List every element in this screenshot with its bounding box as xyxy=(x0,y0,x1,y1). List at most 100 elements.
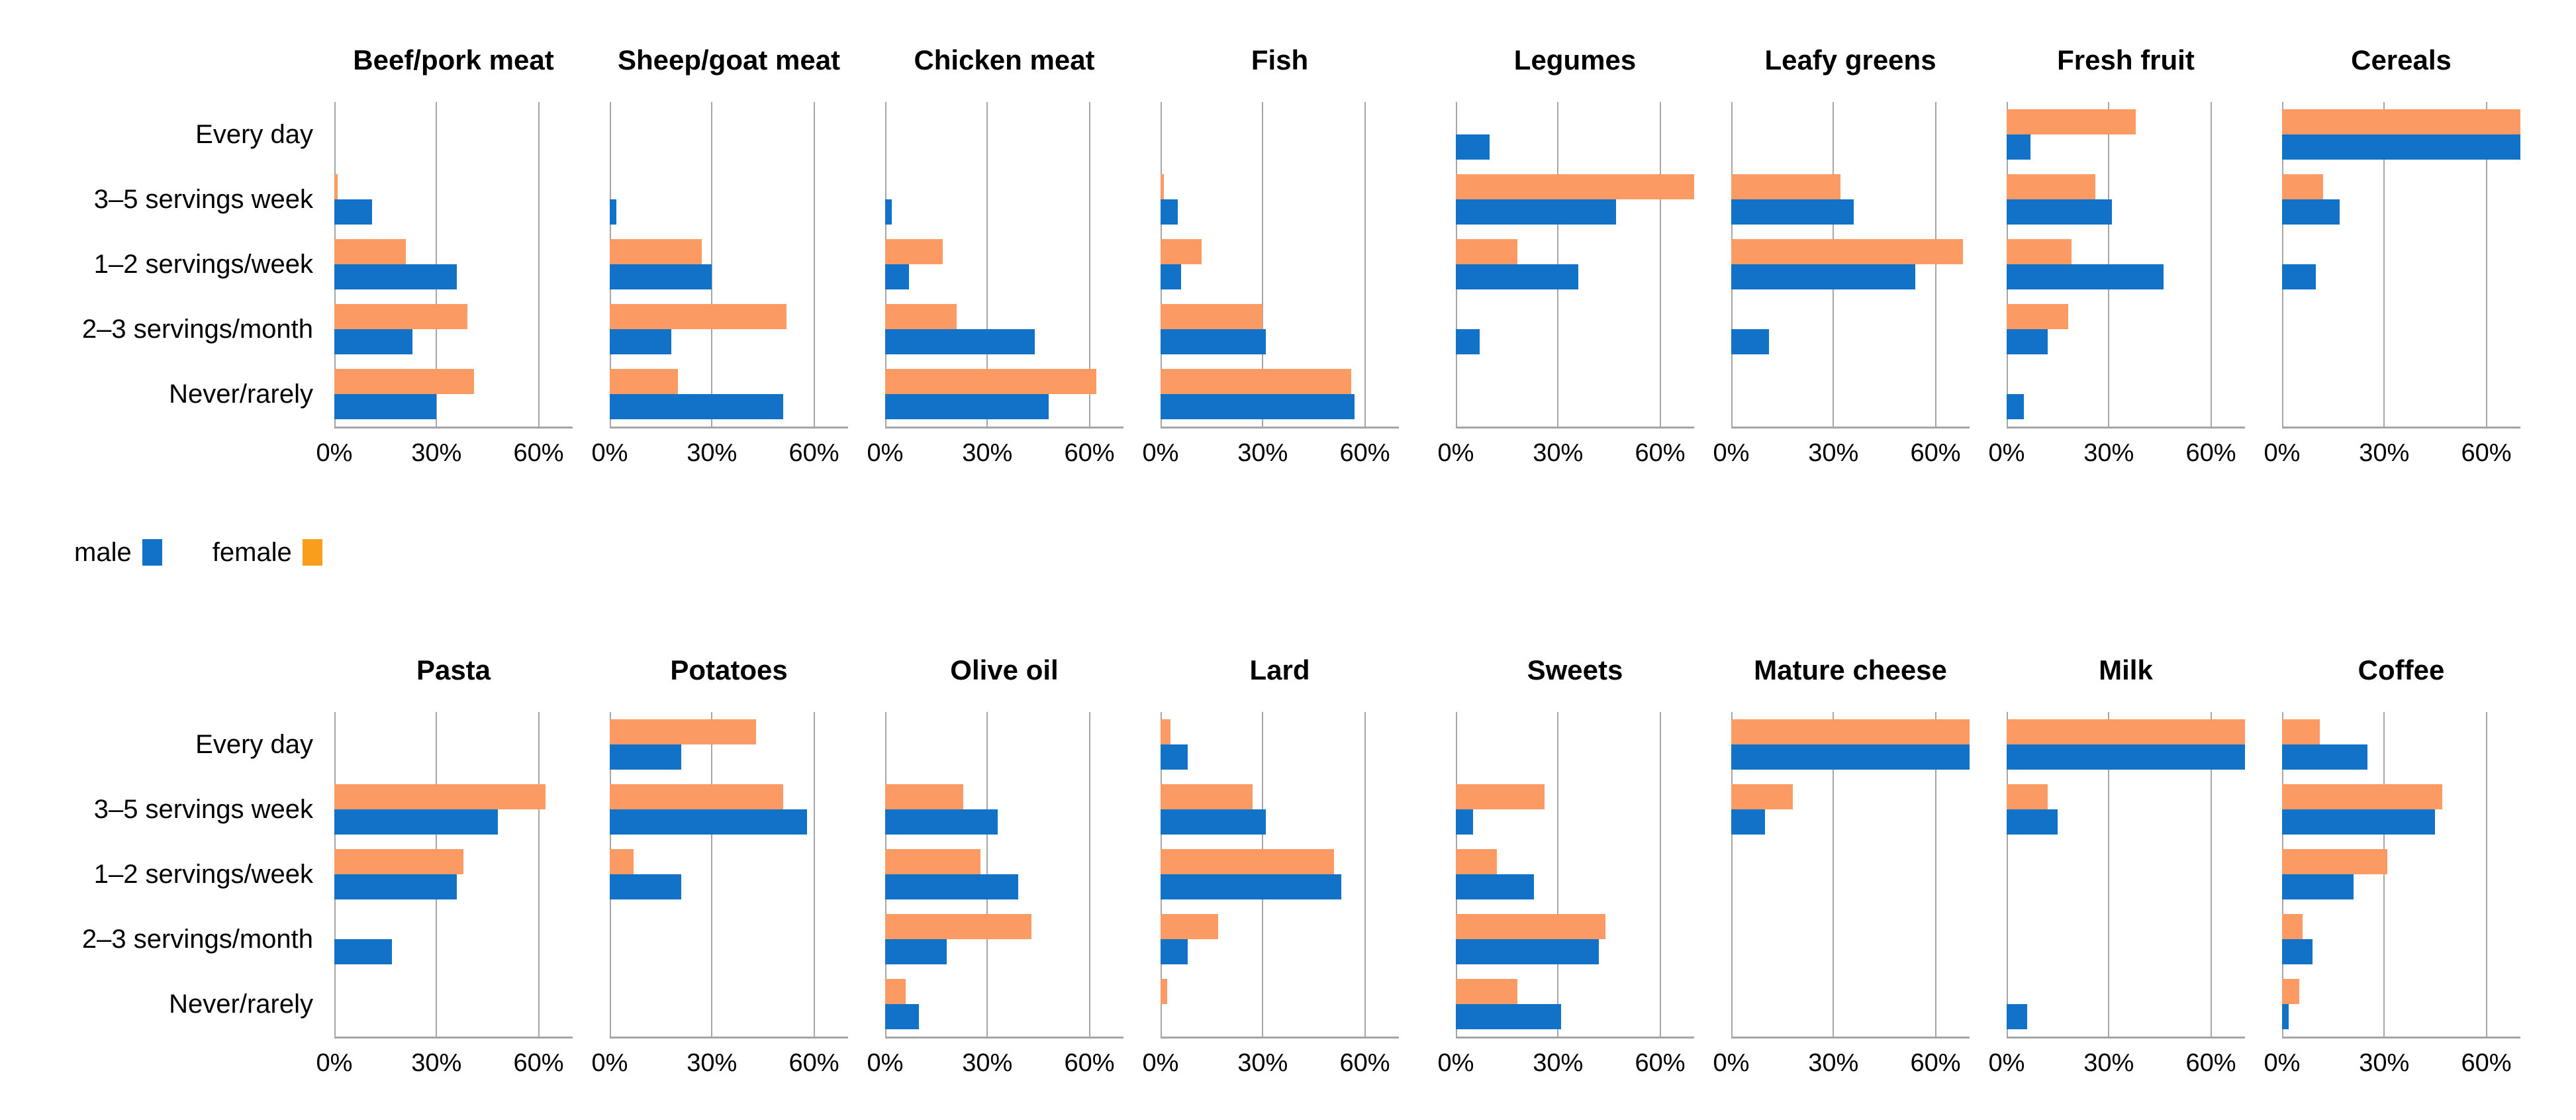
x-axis-ticks: 0% 30% 60% xyxy=(1713,1039,1970,1086)
category-slot xyxy=(2282,102,2520,167)
chart-panel-leafy-greens: Leafy greens 0% 30% 60% xyxy=(1713,19,1970,476)
bar-male xyxy=(1456,874,1535,899)
gridline xyxy=(1088,102,1090,427)
bar-male xyxy=(2282,199,2340,225)
category-label: 2–3 servings/month xyxy=(81,924,313,954)
category-label: 1–2 servings/week xyxy=(93,859,313,889)
category-slot xyxy=(1456,907,1694,972)
bar-male xyxy=(1161,939,1188,964)
gridline xyxy=(813,102,815,427)
bar-male xyxy=(334,199,372,225)
bar-male xyxy=(2007,134,2030,160)
plot-area xyxy=(2007,712,2245,1039)
x-tick-label: 60% xyxy=(788,1049,839,1077)
bar-male xyxy=(885,1004,920,1029)
plot-area xyxy=(610,712,848,1039)
bar-male xyxy=(2282,744,2367,770)
category-slot xyxy=(2282,842,2520,907)
x-tick-label: 60% xyxy=(513,1049,564,1077)
x-tick-label: 60% xyxy=(1064,1049,1115,1077)
bar-female xyxy=(1161,304,1263,329)
gridline xyxy=(2210,102,2212,427)
category-label: Every day xyxy=(195,119,313,149)
category-slot xyxy=(2007,362,2245,427)
category-slot xyxy=(1161,842,1399,907)
legend: male female xyxy=(0,476,2576,629)
bar-male xyxy=(334,874,457,899)
gridline xyxy=(1364,712,1366,1037)
bar-female xyxy=(885,914,1032,939)
x-tick-label: 0% xyxy=(867,439,904,467)
x-tick-label: 0% xyxy=(1713,439,1750,467)
category-slot xyxy=(610,102,848,167)
category-slot xyxy=(885,842,1123,907)
x-tick-label: 30% xyxy=(687,439,738,467)
legend-male-swatch xyxy=(142,539,162,566)
chart-title: Olive oil xyxy=(950,654,1059,686)
bar-male xyxy=(610,394,784,419)
bar-female xyxy=(2282,719,2320,744)
bar-male xyxy=(885,809,998,835)
bar-female xyxy=(1161,979,1168,1004)
bar-female xyxy=(885,239,943,264)
x-tick-label: 30% xyxy=(1808,439,1859,467)
bar-female xyxy=(1161,174,1165,199)
x-tick-label: 0% xyxy=(1988,439,2025,467)
bar-male xyxy=(334,809,498,835)
bar-female xyxy=(1456,849,1497,874)
category-slot xyxy=(2282,232,2520,297)
bar-male xyxy=(1731,199,1854,225)
category-slot xyxy=(334,297,573,362)
bar-female xyxy=(1456,914,1606,939)
category-slot xyxy=(1161,777,1399,842)
gridline xyxy=(1731,712,1733,1037)
x-tick-label: 0% xyxy=(1437,439,1474,467)
plot-area xyxy=(2282,712,2520,1039)
category-slot xyxy=(334,362,573,427)
bar-female xyxy=(610,719,757,744)
bar-male xyxy=(1161,874,1341,899)
bar-male xyxy=(885,329,1035,354)
bar-male xyxy=(2007,744,2245,770)
legend-item-female: female xyxy=(213,538,322,568)
category-slot xyxy=(1161,297,1399,362)
bar-female xyxy=(885,369,1096,394)
x-tick-label: 60% xyxy=(1635,439,1686,467)
category-slot xyxy=(2007,842,2245,907)
category-slot xyxy=(1731,232,1970,297)
bar-male xyxy=(2007,329,2048,354)
bar-male xyxy=(1456,329,1480,354)
category-slot xyxy=(2282,167,2520,232)
x-tick-label: 30% xyxy=(1808,1049,1859,1077)
chart-panel-potatoes: Potatoes 0% 30% 60% xyxy=(592,629,848,1086)
gridline xyxy=(1934,712,1936,1037)
x-tick-label: 30% xyxy=(1237,1049,1288,1077)
x-axis-ticks: 0% 30% 60% xyxy=(867,429,1123,476)
category-slot xyxy=(2282,362,2520,427)
x-tick-label: 30% xyxy=(2083,1049,2134,1077)
chart-panel-fresh-fruit: Fresh fruit 0% 30% 60% xyxy=(1989,19,2245,476)
category-slot xyxy=(1731,907,1970,972)
category-label: Never/rarely xyxy=(169,989,313,1019)
chart-panel-legumes: Legumes 0% 30% 60% xyxy=(1438,19,1694,476)
gridline xyxy=(2007,712,2008,1037)
gridline xyxy=(1262,102,1264,427)
bar-female xyxy=(1731,784,1793,809)
x-tick-label: 60% xyxy=(2185,1049,2236,1077)
category-slot xyxy=(610,777,848,842)
gridline xyxy=(2383,712,2385,1037)
bar-female xyxy=(334,239,406,264)
bar-female xyxy=(334,784,546,809)
x-tick-label: 60% xyxy=(788,439,839,467)
chart-panel-pasta: Pasta 0% 30% 60% xyxy=(316,629,573,1086)
chart-title: Pasta xyxy=(416,654,491,686)
x-tick-label: 0% xyxy=(2264,1049,2301,1077)
chart-title: Fish xyxy=(1251,44,1309,76)
category-slot xyxy=(2007,297,2245,362)
bar-female xyxy=(610,304,787,329)
gridline xyxy=(813,712,815,1037)
category-slot xyxy=(2007,972,2245,1037)
x-tick-label: 30% xyxy=(1237,439,1288,467)
gridline xyxy=(1833,712,1835,1037)
x-axis-ticks: 0% 30% 60% xyxy=(592,429,848,476)
